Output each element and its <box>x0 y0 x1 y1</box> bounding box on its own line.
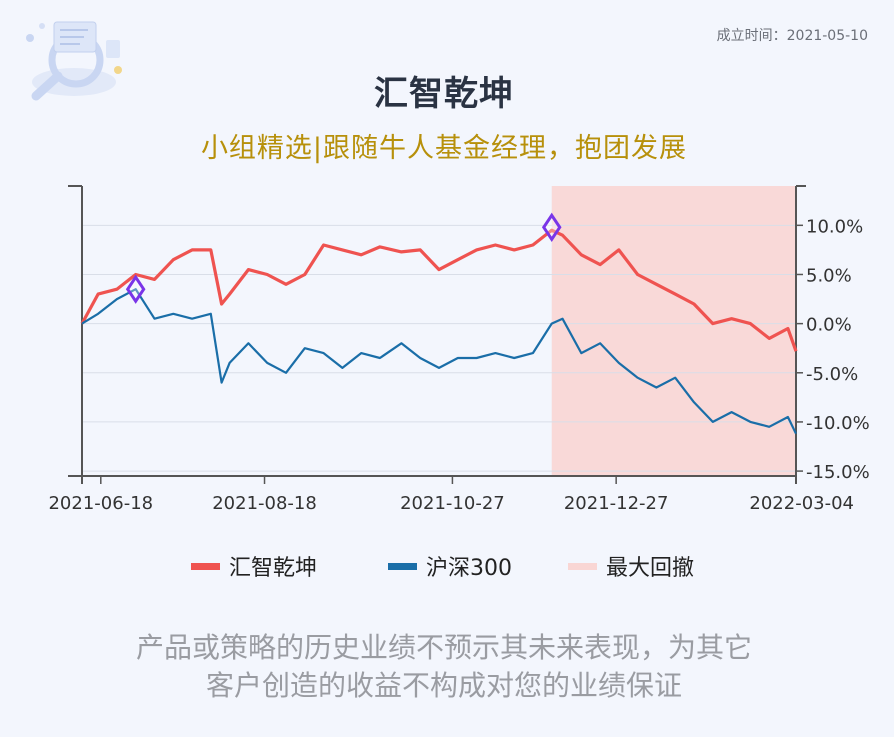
magnifier-illustration-icon <box>26 21 122 101</box>
chart-legend: 汇智乾坤 沪深300 最大回撤 <box>0 550 894 582</box>
drawdown-marker <box>541 212 562 242</box>
x-tick-label: 2021-12-27 <box>564 493 669 514</box>
x-tick-label: 2022-03-04 <box>749 493 854 514</box>
disclaimer: 产品或策略的历史业绩不预示其未来表现，为其它 客户创造的收益不构成对您的业绩保证 <box>0 629 888 705</box>
csi300-line <box>81 288 797 435</box>
x-axis-labels: 2021-06-18 2021-08-18 2021-10-27 2021-12-27… <box>48 476 854 514</box>
x-tick-label: 2021-06-18 <box>48 493 153 514</box>
y-tick-label: -10.0% <box>806 413 870 434</box>
legend-item-drawdown: 最大回撤 <box>568 550 694 582</box>
y-tick-label: -5.0% <box>806 364 858 385</box>
drawdown-markers <box>125 212 562 304</box>
y-tick-label: 0.0% <box>806 315 852 336</box>
chart-axes <box>68 185 806 484</box>
x-tick-label: 2021-10-27 <box>400 493 505 514</box>
legend-swatch-drawdown <box>568 562 597 570</box>
max-drawdown-area <box>551 186 796 476</box>
y-tick-label: 5.0% <box>806 265 852 286</box>
disclaimer-line-1: 产品或策略的历史业绩不预示其未来表现，为其它 <box>135 631 752 664</box>
legend-swatch-fund <box>191 562 220 570</box>
legend-label-fund: 汇智乾坤 <box>229 556 318 581</box>
legend-label-drawdown: 最大回撤 <box>606 556 695 581</box>
fund-line <box>80 228 798 352</box>
performance-chart: 10.0% 5.0% 0.0% -5.0% -10.0% -15.0% 2021-06-1… <box>48 185 870 514</box>
grid-lines <box>82 224 803 472</box>
legend-item-fund: 汇智乾坤 <box>191 550 317 582</box>
drawdown-marker <box>125 274 146 304</box>
page-title: 汇智乾坤 <box>374 74 514 114</box>
y-tick-label: 10.0% <box>806 216 863 237</box>
legend-item-csi300: 沪深300 <box>388 550 512 582</box>
established-date: 成立时间：2021-05-10 <box>716 28 868 44</box>
page-subtitle: 小组精选|跟随牛人基金经理，抱团发展 <box>200 133 688 164</box>
x-tick-label: 2021-08-18 <box>212 493 317 514</box>
disclaimer-line-2: 客户创造的收益不构成对您的业绩保证 <box>205 669 682 702</box>
series-lines <box>80 228 798 435</box>
y-tick-label: -15.0% <box>806 462 870 483</box>
legend-label-csi300: 沪深300 <box>426 556 512 581</box>
legend-swatch-csi300 <box>388 562 417 570</box>
y-axis-labels: 10.0% 5.0% 0.0% -5.0% -10.0% -15.0% <box>806 216 870 483</box>
